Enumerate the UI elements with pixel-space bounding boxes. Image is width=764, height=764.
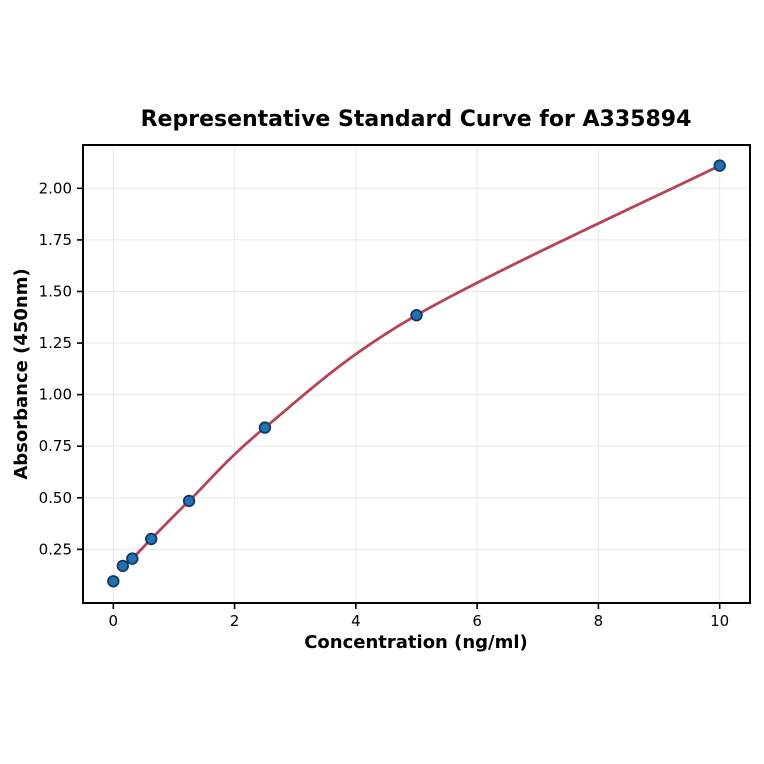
x-axis-label: Concentration (ng/ml)	[304, 632, 528, 653]
data-point	[116, 559, 130, 573]
y-tick-label: 2.00	[39, 179, 72, 197]
y-tick-label: 0.75	[39, 437, 72, 455]
x-tick-label: 2	[230, 612, 240, 630]
data-point	[107, 575, 120, 588]
x-tick-label: 10	[710, 612, 729, 630]
x-tick-label: 0	[109, 612, 119, 630]
x-tick-label: 6	[472, 612, 482, 630]
x-tick-label: 8	[594, 612, 604, 630]
y-tick-label: 1.00	[39, 386, 72, 404]
x-tick-label: 4	[351, 612, 361, 630]
gridlines	[83, 145, 750, 603]
y-tick-label: 0.25	[39, 540, 72, 558]
data-point	[144, 532, 158, 546]
data-point	[410, 309, 423, 322]
data-point	[258, 421, 272, 434]
y-tick-label: 1.25	[39, 334, 72, 352]
data-point	[713, 159, 726, 172]
chart-title: Representative Standard Curve for A33589…	[141, 107, 692, 132]
y-tick-label: 1.50	[39, 282, 72, 300]
data-point	[182, 494, 196, 508]
data-point	[126, 552, 139, 565]
y-axis-label: Absorbance (450nm)	[11, 268, 32, 479]
data-points	[107, 159, 726, 588]
plot-border	[82, 144, 751, 604]
tick-labels: 0 2 4 6 8 10 0.25 0.50 0.75 1.00 1.25 1.50 1.75 2.00	[39, 179, 730, 630]
tick-marks	[77, 187, 721, 609]
y-tick-label: 1.75	[39, 231, 72, 249]
y-tick-label: 0.50	[39, 489, 72, 507]
fit-curve-line	[121, 164, 722, 568]
